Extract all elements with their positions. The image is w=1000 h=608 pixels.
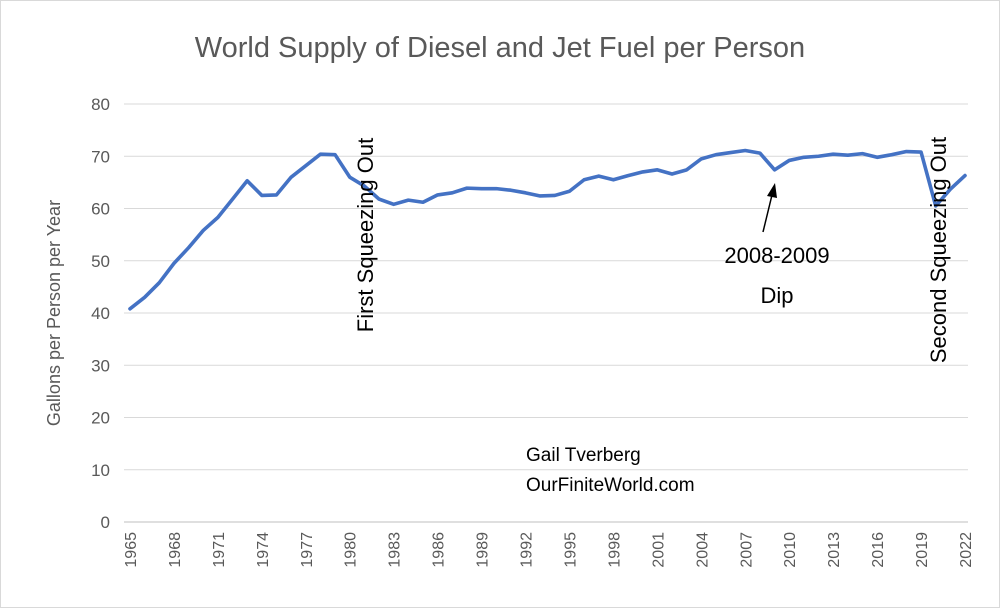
annotation-dip-label: Dip <box>760 283 793 308</box>
x-tick-label: 2013 <box>826 532 843 568</box>
series-layer <box>128 148 967 311</box>
dip-arrow-head <box>767 183 777 198</box>
y-tick-label: 40 <box>91 304 110 323</box>
y-tick-label: 10 <box>91 461 110 480</box>
x-tick-label: 2007 <box>738 532 755 568</box>
chart-title: World Supply of Diesel and Jet Fuel per … <box>195 32 805 64</box>
gridlines <box>124 103 968 523</box>
x-tick-label: 2001 <box>650 532 667 568</box>
y-axis-label: Gallons per Person per Year <box>44 200 64 426</box>
x-tick-label: 1989 <box>475 532 492 568</box>
credit-website: OurFiniteWorld.com <box>526 475 695 496</box>
credit-author: Gail Tverberg <box>526 445 641 466</box>
x-tick-label: 2016 <box>870 532 887 568</box>
x-tick-labels: 1965 1968 1971 1974 1977 1980 1983 1986 1989 1992… <box>123 532 975 568</box>
x-tick-label: 1968 <box>167 532 184 568</box>
y-tick-label: 30 <box>91 356 110 375</box>
y-tick-label: 0 <box>101 513 110 532</box>
x-tick-label: 2022 <box>958 532 975 568</box>
x-tick-label: 1992 <box>519 532 536 568</box>
y-tick-label: 70 <box>91 147 110 166</box>
annotation-first-squeezing-out: First Squeezing Out <box>353 138 378 332</box>
series-line <box>128 148 967 311</box>
dip-arrow-shaft <box>762 194 773 233</box>
x-tick-label: 1965 <box>123 532 140 568</box>
annotation-dip-year: 2008-2009 <box>724 243 829 268</box>
annotation-second-squeezing-out: Second Squeezing Out <box>926 137 951 363</box>
x-tick-label: 1971 <box>211 532 228 568</box>
x-tick-label: 1998 <box>606 532 623 568</box>
x-tick-label: 2019 <box>914 532 931 568</box>
y-tick-label: 50 <box>91 252 110 271</box>
x-tick-label: 1983 <box>387 532 404 568</box>
x-tick-label: 1995 <box>562 532 579 568</box>
x-tick-label: 1977 <box>299 532 316 568</box>
y-tick-label: 20 <box>91 409 110 428</box>
x-tick-label: 1980 <box>343 532 360 568</box>
y-tick-label: 80 <box>91 95 110 114</box>
y-tick-label: 60 <box>91 200 110 219</box>
x-tick-label: 2004 <box>694 532 711 568</box>
x-tick-label: 1974 <box>255 532 272 568</box>
y-tick-labels: 0 10 20 30 40 50 60 70 80 <box>91 95 110 532</box>
x-tick-label: 2010 <box>782 532 799 568</box>
x-tick-label: 1986 <box>431 532 448 568</box>
